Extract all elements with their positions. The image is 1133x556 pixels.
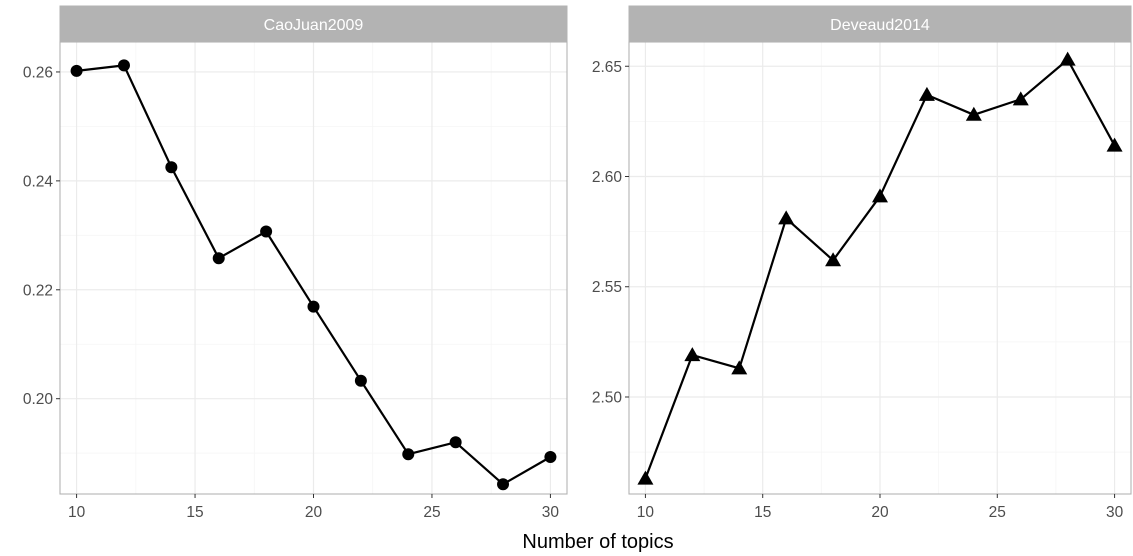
data-point-circle [354, 374, 367, 387]
data-point-triangle [825, 252, 842, 267]
data-point-circle [449, 436, 462, 449]
y-tick-label: 0.22 [23, 282, 53, 299]
x-tick-label: 15 [186, 504, 203, 521]
x-tick-label: 20 [305, 504, 323, 521]
y-tick-label: 2.55 [592, 279, 622, 296]
y-tick-label: 0.26 [23, 64, 53, 81]
data-point-triangle [1106, 137, 1123, 152]
data-point-triangle [637, 470, 654, 485]
data-point-circle [117, 59, 130, 72]
data-point-circle [307, 300, 320, 313]
x-tick-label: 20 [871, 504, 889, 521]
data-point-triangle [918, 86, 935, 101]
data-point-circle [165, 161, 178, 174]
data-point-circle [544, 450, 557, 463]
data-point-triangle [872, 188, 888, 203]
x-tick-label: 15 [754, 504, 771, 521]
y-tick-label: 0.24 [23, 173, 54, 190]
y-tick-label: 2.50 [592, 389, 623, 406]
facet-strip [59, 5, 568, 43]
y-tick-label: 2.65 [592, 59, 622, 76]
x-tick-label: 30 [542, 504, 560, 521]
data-point-circle [260, 225, 273, 238]
x-tick-label: 25 [989, 504, 1006, 521]
facet-panel-1: CaoJuan2009 10 15 20 25 30 0.20 0.22 0.24 0.26 [23, 5, 568, 521]
data-point-triangle [731, 360, 748, 375]
x-tick-label: 10 [68, 504, 86, 521]
data-point-circle [402, 448, 415, 461]
data-point-triangle [778, 210, 795, 225]
data-point-circle [212, 252, 225, 265]
y-tick-label: 2.60 [592, 169, 623, 186]
data-point-triangle [1012, 91, 1029, 106]
x-tick-label: 25 [423, 504, 440, 521]
facet-strip [628, 5, 1132, 43]
x-tick-label: 10 [637, 504, 655, 521]
facet-panel-2: Deveaud2014 10 15 20 25 30 2.50 2.55 2.60 2.65 [592, 5, 1132, 521]
y-tick-label: 0.20 [23, 391, 54, 408]
x-tick-label: 30 [1106, 504, 1124, 521]
data-point-circle [497, 478, 510, 491]
facet-panels: CaoJuan2009 10 15 20 25 30 0.20 0.22 0.24 0.26 Dev… [23, 5, 1132, 521]
data-point-circle [70, 64, 83, 77]
facet-strip-label: CaoJuan2009 [264, 17, 364, 34]
data-point-triangle [684, 347, 701, 362]
facet-strip-label: Deveaud2014 [830, 17, 930, 34]
x-axis-title: Number of topics [522, 531, 673, 553]
data-point-triangle [1059, 51, 1076, 66]
data-point-triangle [965, 106, 982, 121]
